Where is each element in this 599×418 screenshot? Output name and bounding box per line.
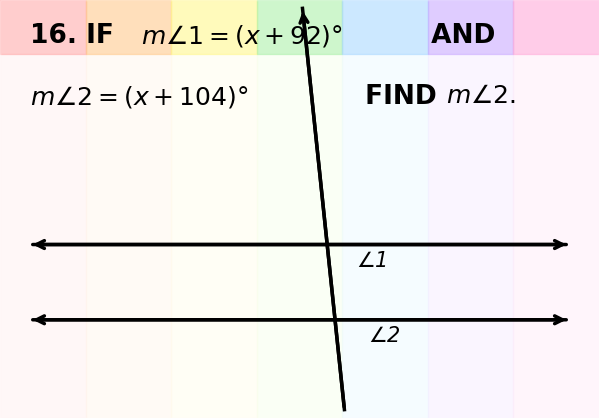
Bar bbox=[171, 0, 257, 418]
Bar bbox=[86, 0, 171, 54]
Bar bbox=[428, 0, 513, 54]
Bar bbox=[428, 0, 513, 418]
Bar bbox=[342, 0, 428, 418]
Bar bbox=[342, 0, 428, 54]
Bar bbox=[86, 0, 171, 418]
Text: AND: AND bbox=[422, 23, 495, 49]
Bar bbox=[0, 0, 86, 54]
Text: 16. IF: 16. IF bbox=[30, 23, 123, 49]
Bar bbox=[171, 0, 257, 54]
Bar bbox=[513, 0, 599, 418]
Text: FIND: FIND bbox=[356, 84, 446, 110]
Text: $m\angle 1 = (x + 92)°$: $m\angle 1 = (x + 92)°$ bbox=[141, 23, 343, 49]
Bar bbox=[513, 0, 599, 54]
Text: $\angle$2: $\angle$2 bbox=[368, 326, 401, 347]
Bar bbox=[257, 0, 342, 54]
Text: $m\angle 2.$: $m\angle 2.$ bbox=[446, 84, 516, 107]
Bar bbox=[257, 0, 342, 418]
Text: $\angle$1: $\angle$1 bbox=[356, 251, 387, 271]
Bar bbox=[0, 0, 86, 418]
Text: $m\angle 2 = (x + 104)°$: $m\angle 2 = (x + 104)°$ bbox=[30, 84, 248, 110]
